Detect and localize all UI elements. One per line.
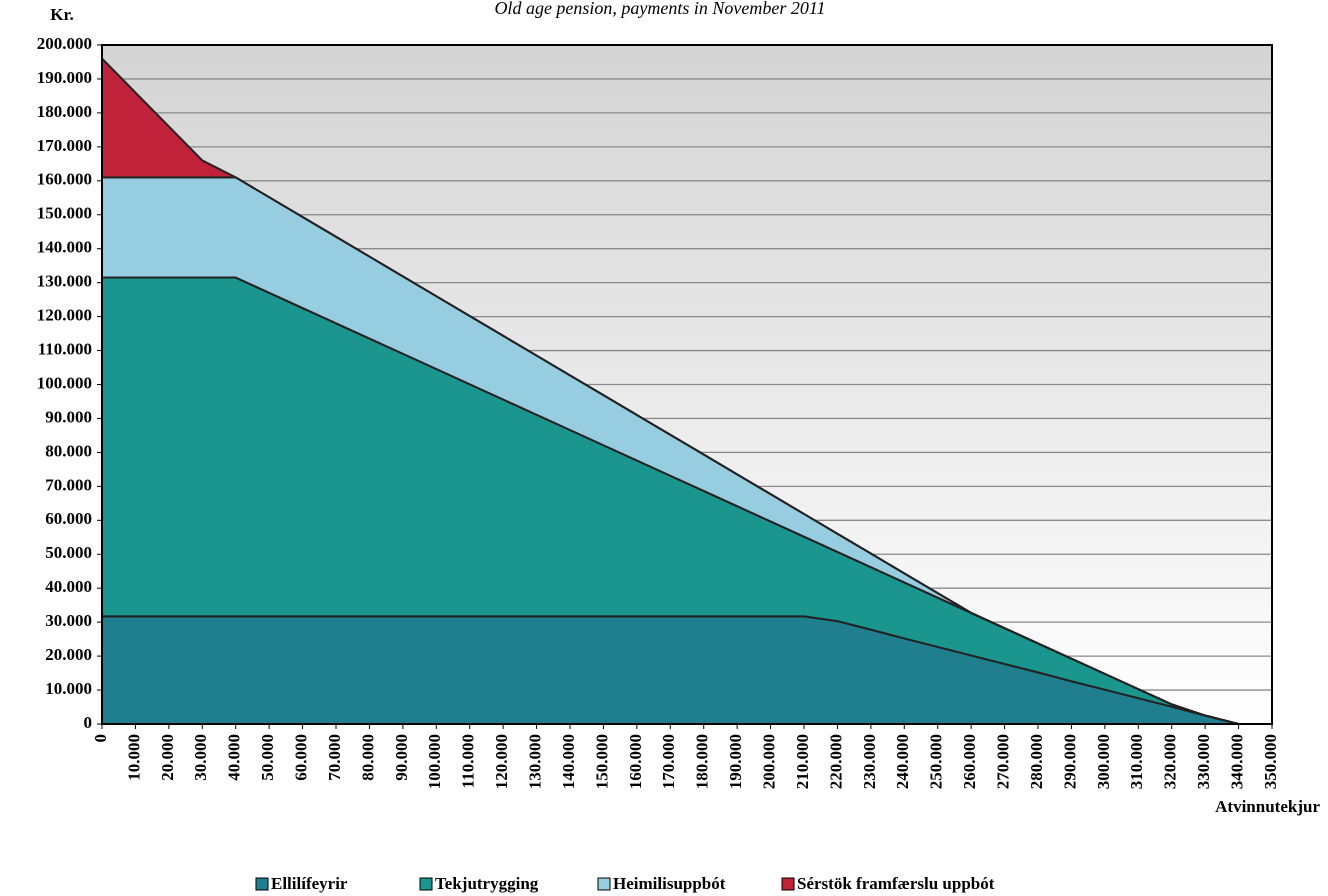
x-tick-label: 90.000 [392,734,411,781]
legend-label: Sérstök framfærslu uppbót [797,874,995,893]
x-tick-label: 40.000 [225,734,244,781]
x-tick-label: 290.000 [1060,734,1079,789]
x-tick-label: 110.000 [459,734,478,788]
x-tick-label: 30.000 [191,734,210,781]
y-tick-label: 150.000 [37,204,92,223]
legend-label: Heimilisuppbót [613,874,726,893]
y-tick-label: 60.000 [45,509,92,528]
x-tick-label: 190.000 [726,734,745,789]
y-tick-label: 140.000 [37,238,92,257]
x-tick-label: 310.000 [1127,734,1146,789]
y-tick-label: 70.000 [45,475,92,494]
x-axis-label: Atvinnutekjur [1215,797,1320,816]
x-tick-label: 100.000 [425,734,444,789]
x-tick-label: 230.000 [860,734,879,789]
x-tick-label: 240.000 [893,734,912,789]
legend-label: Ellilífeyrir [271,874,348,893]
x-tick-label: 20.000 [158,734,177,781]
legend-swatch [419,877,433,891]
legend-swatch [255,877,269,891]
chart-title: Old age pension, payments in November 20… [494,0,825,18]
x-tick-label: 120.000 [492,734,511,789]
x-tick-label: 10.000 [124,734,143,781]
x-tick-label: 250.000 [927,734,946,789]
y-tick-label: 40.000 [45,577,92,596]
y-tick-label: 90.000 [45,407,92,426]
x-tick-label: 80.000 [358,734,377,781]
x-tick-label: 340.000 [1227,734,1246,789]
y-tick-label: 200.000 [37,34,92,53]
y-tick-label: 130.000 [37,272,92,291]
x-tick-label: 300.000 [1094,734,1113,789]
y-tick-label: 170.000 [37,136,92,155]
x-tick-label: 60.000 [291,734,310,781]
x-tick-label: 260.000 [960,734,979,789]
y-tick-label: 0 [84,713,93,732]
x-tick-label: 170.000 [659,734,678,789]
y-axis-label: Kr. [50,5,73,24]
x-tick-label: 70.000 [325,734,344,781]
y-tick-label: 100.000 [37,373,92,392]
x-tick-label: 160.000 [626,734,645,789]
y-tick-label: 10.000 [45,679,92,698]
x-tick-label: 200.000 [759,734,778,789]
x-tick-label: 330.000 [1194,734,1213,789]
y-tick-label: 20.000 [45,645,92,664]
y-tick-label: 120.000 [37,306,92,325]
x-tick-label: 140.000 [559,734,578,789]
y-tick-label: 110.000 [38,339,92,358]
y-tick-label: 190.000 [37,68,92,87]
plot-border [101,44,1273,725]
y-tick-label: 30.000 [45,611,92,630]
x-tick-label: 150.000 [592,734,611,789]
y-tick-label: 180.000 [37,102,92,121]
legend-swatch [597,877,611,891]
y-tick-label: 50.000 [45,543,92,562]
x-tick-label: 320.000 [1161,734,1180,789]
legend-swatch [781,877,795,891]
x-tick-label: 210.000 [793,734,812,789]
legend-label: Tekjutrygging [435,874,539,893]
y-tick-label: 80.000 [45,441,92,460]
x-tick-label: 130.000 [525,734,544,789]
y-tick-label: 160.000 [37,170,92,189]
x-tick-label: 50.000 [258,734,277,781]
x-tick-label: 180.000 [693,734,712,789]
x-tick-label: 0 [91,734,110,743]
x-tick-label: 270.000 [993,734,1012,789]
x-tick-label: 280.000 [1027,734,1046,789]
x-tick-label: 220.000 [826,734,845,789]
x-tick-label: 350.000 [1261,734,1280,789]
